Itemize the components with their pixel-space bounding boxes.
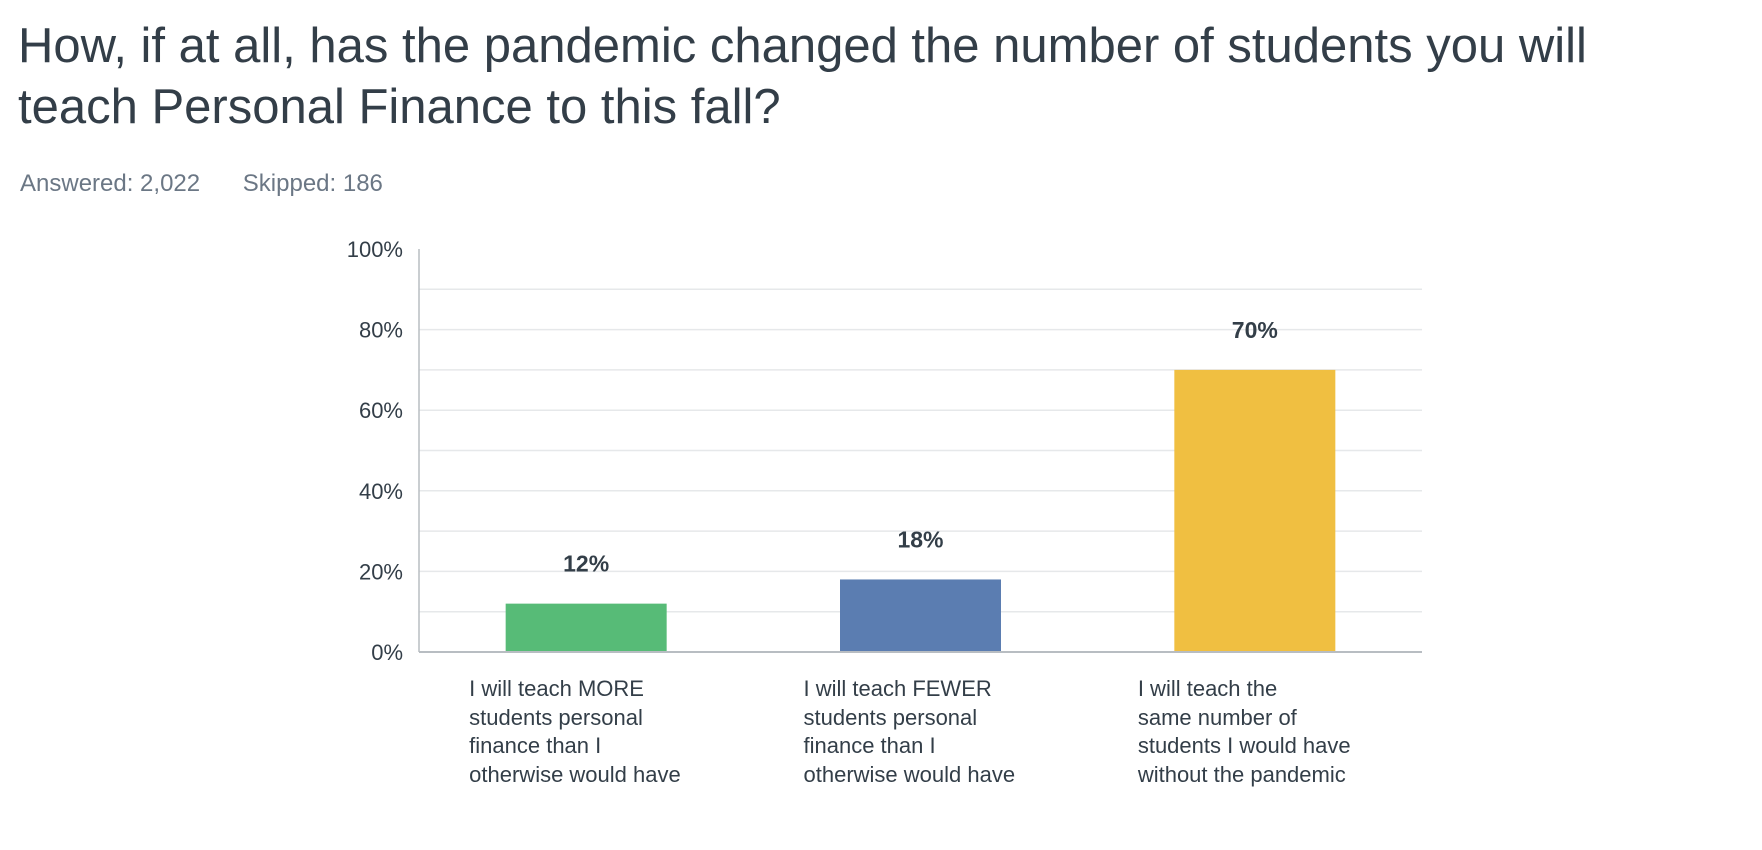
- category-label-line: students personal: [803, 704, 978, 730]
- category-label-line: I will teach FEWER: [803, 676, 992, 701]
- bar: [1174, 369, 1336, 652]
- value-label: 12%: [563, 551, 609, 577]
- category-label-line: I will teach MORE: [469, 676, 644, 701]
- category-label-line: students personal: [469, 704, 643, 730]
- category-label-line: students I would have: [1137, 733, 1351, 758]
- response-stats: Answered: 2,022 Skipped: 186: [20, 170, 419, 198]
- category-label-line: otherwise would have: [803, 761, 1016, 787]
- category-label-line: same number of: [1137, 704, 1297, 730]
- category-label-line: without the pandemic: [1137, 761, 1346, 787]
- skipped-count: Skipped: 186: [242, 170, 383, 197]
- value-label: 70%: [1232, 317, 1278, 343]
- y-tick-label: 40%: [359, 479, 403, 504]
- value-label: 18%: [897, 526, 943, 552]
- category-label-line: otherwise would have: [469, 761, 681, 787]
- bar: [505, 603, 667, 652]
- y-tick-label: 0%: [371, 640, 403, 665]
- axes: [418, 249, 1422, 653]
- answered-count: Answered: 2,022: [20, 170, 201, 197]
- question-title: How, if at all, has the pandemic changed…: [18, 19, 1587, 134]
- y-tick-label: 80%: [359, 318, 403, 343]
- y-tick-label: 20%: [359, 559, 403, 584]
- x-category-label: I will teach FEWER students personal finan…: [804, 675, 1016, 789]
- category-label-line: finance than I: [469, 733, 602, 758]
- y-tick-label: 100%: [347, 237, 403, 262]
- bars: [505, 369, 1336, 652]
- labels: 0% 20% 40% 60% 80% 100% 12% 18% 70%: [347, 237, 1278, 665]
- category-label-line: finance than I: [803, 733, 936, 758]
- x-category-label: I will teach the same number of students I…: [1138, 675, 1351, 789]
- y-tick-label: 60%: [359, 398, 403, 423]
- bar: [840, 579, 1001, 652]
- x-category-label: I will teach MORE students personal financ…: [469, 675, 681, 789]
- category-label-line: I will teach the: [1137, 676, 1278, 701]
